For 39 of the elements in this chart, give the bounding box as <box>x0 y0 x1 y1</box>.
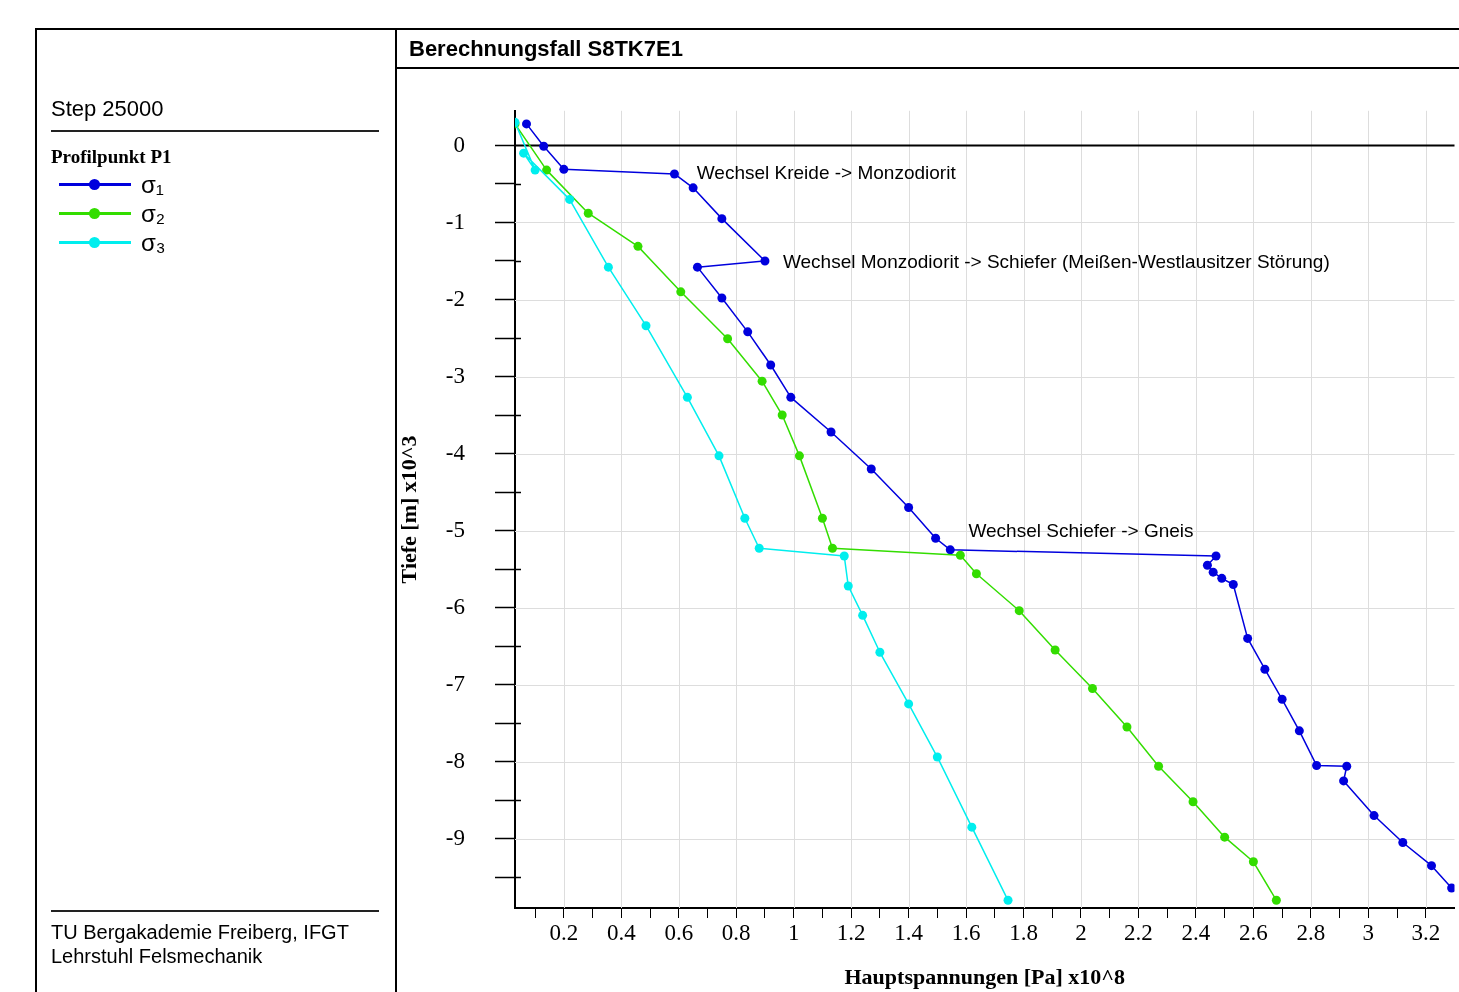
x-tick-label: 0.4 <box>606 919 637 945</box>
y-tick-label: 0 <box>453 131 465 157</box>
x-tick-label: 1.8 <box>1009 919 1038 945</box>
y-tick-label: -7 <box>445 670 465 696</box>
annotation: Wechsel Schiefer -> Gneis <box>968 520 1194 542</box>
x-tick-label: 3.2 <box>1411 919 1441 945</box>
x-tick-label: 0.2 <box>549 919 579 945</box>
y-tick-label: -5 <box>445 516 465 542</box>
annotation: Wechsel Monzodiorit -> Schiefer (Meißen-Westlausitzer Störung) <box>782 250 1330 272</box>
x-tick-label: 0.6 <box>664 919 694 945</box>
chart-title: Berechnungsfall S8TK7E1 <box>409 36 683 62</box>
x-tick-label: 1.4 <box>894 919 924 945</box>
y-axis-title: Tiefe [m] x10^3 <box>395 435 421 584</box>
x-tick-label: 0.8 <box>721 919 751 945</box>
y-tick-label: -4 <box>445 439 466 465</box>
annotation: Wechsel Kreide -> Monzodiorit <box>696 162 957 184</box>
y-tick-label: -8 <box>445 747 465 773</box>
x-tick-label: 2.2 <box>1124 919 1153 945</box>
x-tick-label: 3 <box>1362 919 1375 945</box>
x-tick-label: 2.4 <box>1181 919 1211 945</box>
x-tick-label: 2.8 <box>1296 919 1326 945</box>
x-axis-title: Hauptspannungen [Pa] x10^8 <box>844 964 1126 990</box>
text: TU Bergakademie Freiberg, IFGT <box>51 921 349 943</box>
x-tick-label: 1.6 <box>951 919 981 945</box>
legend-title: Profilpunkt P1 <box>51 146 172 168</box>
x-tick-label: 2.6 <box>1239 919 1268 945</box>
legend-label: σ₁ <box>141 170 164 199</box>
x-tick-label: 2 <box>1075 919 1087 945</box>
y-tick-label: -3 <box>445 362 465 388</box>
y-tick-label: -1 <box>445 208 465 234</box>
y-tick-label: -6 <box>445 593 465 619</box>
text: Lehrstuhl Felsmechanik <box>51 945 263 967</box>
legend-label: σ₃ <box>141 228 166 257</box>
y-tick-label: -9 <box>445 824 465 850</box>
x-tick-label: 1 <box>787 919 800 945</box>
x-tick-label: 1.2 <box>836 919 866 945</box>
text: Step 25000 <box>51 96 164 122</box>
legend-label: σ₂ <box>141 199 166 228</box>
y-tick-label: -2 <box>445 285 465 311</box>
